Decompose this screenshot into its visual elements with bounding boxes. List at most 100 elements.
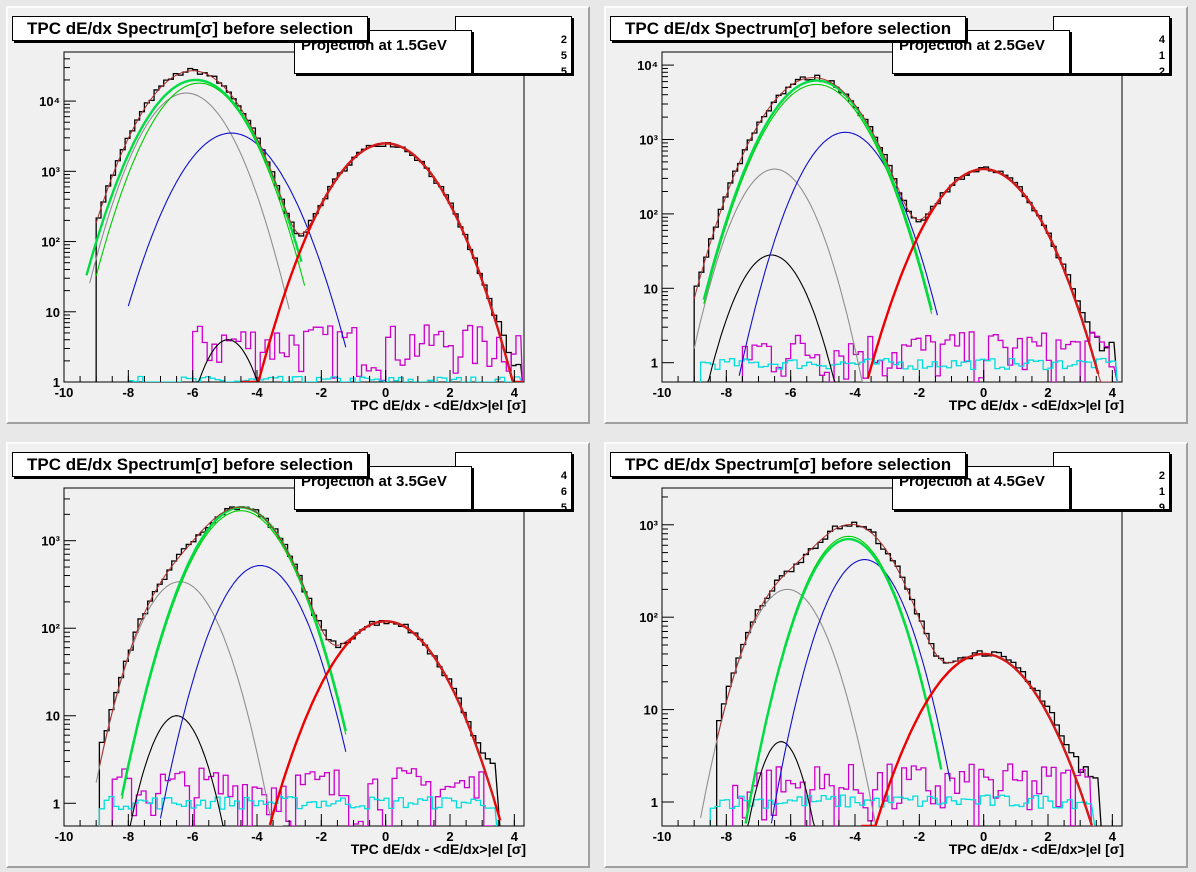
x-tick-label: -8	[721, 829, 733, 844]
x-axis-label: TPC dE/dx - <dE/dx>|el [σ]	[949, 841, 1124, 857]
x-tick-label: 2	[446, 829, 453, 844]
x-axis-label: TPC dE/dx - <dE/dx>|el [σ]	[351, 397, 526, 413]
y-tick-label: 1	[53, 375, 60, 390]
y-tick-label: 10	[644, 281, 658, 296]
x-tick-label: -6	[187, 829, 199, 844]
proton-fit-curve	[744, 537, 943, 824]
x-tick-label: -2	[316, 385, 328, 400]
y-tick-label: 1	[651, 356, 658, 371]
stats-box: 2 1 9	[1053, 452, 1170, 514]
stat-digit: 2	[1158, 66, 1165, 78]
stat-digit: 5	[560, 66, 567, 78]
y-tick-label: 10³	[41, 164, 60, 179]
x-tick-label: -8	[123, 385, 135, 400]
y-tick-label: 10	[46, 305, 60, 320]
x-tick-label: -10	[653, 829, 672, 844]
kaon-fit-curve	[95, 82, 306, 286]
other-fit-curve	[95, 581, 283, 826]
chart-svg: -10 -8 -6 -4 -2 0 2 4 1 10 10² 10³ TPC dE/dx - <dE/d…	[639, 487, 1124, 857]
other-fit-curve	[693, 168, 871, 382]
residual1-histogram	[732, 763, 1093, 826]
plot-frame	[63, 487, 525, 827]
x-tick-label: -6	[187, 385, 199, 400]
y-tick-label: 10³	[41, 534, 60, 549]
x-tick-label: 2	[446, 385, 453, 400]
stats-box: 4 6 5	[455, 452, 572, 514]
stat-digit: 5	[560, 50, 567, 62]
panel-4: -10 -8 -6 -4 -2 0 2 4 1 10 10² 10³ TPC dE/dx - <dE/d…	[604, 442, 1188, 868]
y-tick-label: 10²	[639, 610, 658, 625]
pion-fit-curve	[127, 132, 347, 348]
chart-svg: -10 -8 -6 -4 -2 0 2 4 1 10 10² 10³ TPC dE/dx - <dE/d…	[41, 487, 526, 857]
deuteron-fit-curve	[186, 339, 269, 382]
stat-digit: 6	[560, 486, 567, 498]
x-tick-label: -6	[785, 385, 797, 400]
stat-digit: 4	[1158, 34, 1165, 46]
y-tick-label: 10³	[639, 518, 658, 533]
stats-box: 2 5 5	[455, 16, 572, 78]
total-fit-curve	[95, 70, 517, 382]
y-tick-label: 10²	[639, 207, 658, 222]
x-axis-label: TPC dE/dx - <dE/dx>|el [σ]	[351, 841, 526, 857]
plot-frame	[661, 51, 1123, 383]
plot-area	[700, 521, 1102, 826]
x-tick-label: 4	[1109, 829, 1117, 844]
panel-title: TPC dE/dx Spectrum[σ] before selection	[610, 452, 967, 477]
x-tick-label: -10	[55, 829, 74, 844]
x-tick-label: 2	[1044, 829, 1051, 844]
chart-svg: -10 -8 -6 -4 -2 0 2 4 1 10 10² 10³ 10⁴ TPC dE/dx - <d…	[637, 51, 1124, 413]
stat-digit: 4	[560, 470, 567, 482]
panel-3: -10 -8 -6 -4 -2 0 2 4 1 10 10² 10³ TPC dE/dx - <dE/d…	[6, 442, 590, 868]
x-tick-label: -4	[251, 829, 263, 844]
x-tick-label: 0	[980, 385, 987, 400]
x-tick-label: 0	[382, 385, 389, 400]
x-tick-label: -4	[849, 385, 861, 400]
residual1-histogram	[192, 324, 524, 382]
total-fit-curve	[693, 77, 1113, 382]
plot-frame	[63, 51, 525, 383]
chart-svg: -10 -8 -6 -4 -2 0 2 4 1 10 10² 10³ 10⁴ TPC dE/dx - <d…	[39, 51, 526, 413]
y-tick-label: 1	[53, 796, 60, 811]
plot-area	[693, 74, 1118, 382]
x-tick-label: -10	[55, 385, 74, 400]
x-tick-label: -4	[849, 829, 861, 844]
x-tick-label: -10	[653, 385, 672, 400]
y-tick-label: 10	[46, 709, 60, 724]
x-axis-label: TPC dE/dx - <dE/dx>|el [σ]	[949, 397, 1124, 413]
total-fit-curve	[716, 523, 1095, 826]
stat-digit: 1	[1158, 486, 1165, 498]
stat-digit: 2	[560, 34, 567, 46]
stat-digit: 1	[1158, 50, 1165, 62]
stat-digit: 5	[560, 502, 567, 514]
x-tick-label: 4	[511, 829, 519, 844]
x-tick-label: 0	[980, 829, 987, 844]
pion-fit-curve	[770, 559, 951, 824]
proton-fit-curve	[702, 79, 933, 311]
y-tick-label: 10	[644, 703, 658, 718]
plot-area	[85, 67, 524, 382]
y-tick-label: 10⁴	[637, 58, 658, 73]
x-tick-label: 2	[1044, 385, 1051, 400]
other-fit-curve	[89, 92, 290, 310]
residual1-histogram	[741, 331, 1118, 382]
y-tick-label: 10⁴	[39, 94, 60, 109]
y-tick-label: 1	[651, 795, 658, 810]
x-tick-label: -2	[316, 829, 328, 844]
y-tick-label: 10²	[41, 621, 60, 636]
stats-box: 4 1 2	[1053, 16, 1170, 78]
data-histogram	[693, 74, 1118, 382]
plot-area	[95, 506, 502, 826]
x-tick-label: -2	[914, 385, 926, 400]
deuteron-fit-curve	[703, 254, 836, 382]
x-tick-label: 4	[1109, 385, 1117, 400]
kaon-fit-curve	[703, 83, 933, 314]
residual2-histogram	[709, 794, 1096, 826]
x-tick-label: -4	[251, 385, 263, 400]
proton-fit-curve	[85, 78, 303, 276]
residual2-histogram	[127, 375, 523, 382]
residual1-histogram	[111, 767, 494, 826]
x-tick-label: -6	[785, 829, 797, 844]
y-tick-label: 10³	[639, 132, 658, 147]
stat-digit: 9	[1158, 502, 1165, 514]
